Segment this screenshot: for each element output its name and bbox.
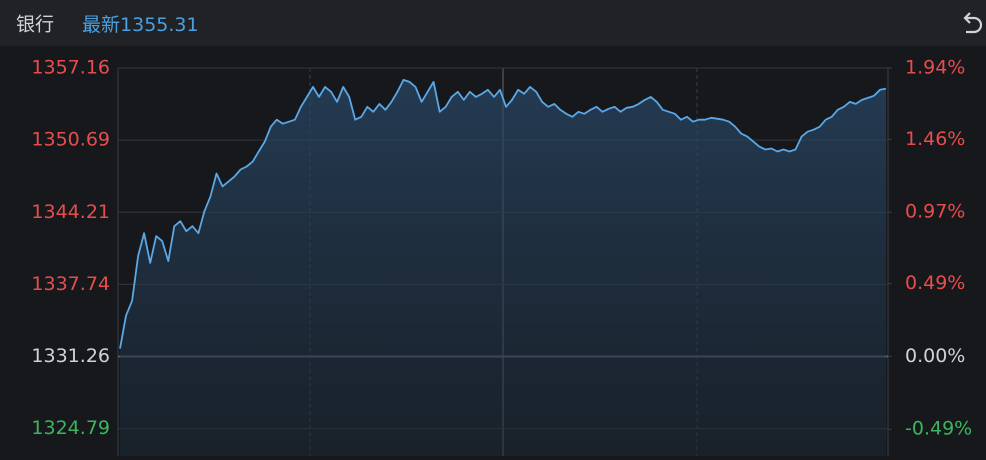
header-latest: 最新1355.31 — [82, 14, 199, 36]
y-tick-label: 1350.69 — [31, 129, 110, 151]
back-button[interactable] — [963, 12, 983, 34]
header-bar — [0, 0, 986, 46]
y-tick-label: 1331.26 — [31, 345, 110, 367]
y2-tick-label: 0.97% — [905, 201, 965, 223]
y2-tick-label: 0.00% — [905, 345, 965, 367]
y-tick-label: 1337.74 — [31, 273, 110, 295]
y2-tick-label: 1.46% — [905, 128, 965, 150]
y2-tick-label: 1.94% — [905, 57, 965, 79]
latest-value: 1355.31 — [120, 14, 199, 36]
header-name: 银行 — [16, 14, 54, 36]
back-icon-arrow[interactable] — [963, 12, 971, 24]
y-tick-label: 1344.21 — [31, 201, 110, 223]
area — [120, 79, 886, 457]
price-line — [119, 79, 887, 349]
y-tick-label: 1324.79 — [31, 417, 110, 439]
y-tick-label: 1357.16 — [31, 57, 110, 79]
y2-tick-label: 0.49% — [905, 272, 965, 294]
plot-area: 1357.16 1350.69 1344.21 1337.74 1331.26 1324.… — [31, 57, 972, 457]
latest-label: 最新 — [82, 14, 120, 36]
y2-tick-label: -0.49% — [905, 418, 972, 440]
back-icon[interactable] — [966, 16, 983, 34]
